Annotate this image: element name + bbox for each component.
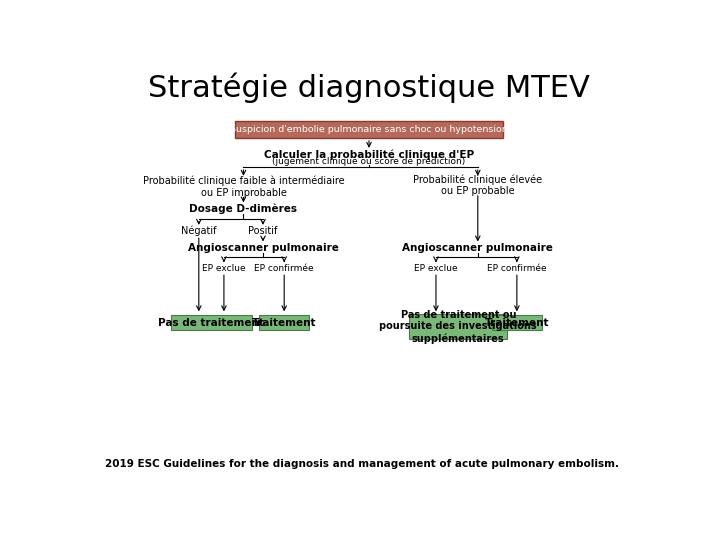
FancyBboxPatch shape xyxy=(410,314,507,339)
FancyBboxPatch shape xyxy=(171,315,252,330)
Text: Stratégie diagnostique MTEV: Stratégie diagnostique MTEV xyxy=(148,72,590,103)
Text: EP confirmée: EP confirmée xyxy=(487,264,546,273)
Text: Traitement: Traitement xyxy=(252,318,316,328)
Text: Angioscanner pulmonaire: Angioscanner pulmonaire xyxy=(402,243,553,253)
Text: EP exclue: EP exclue xyxy=(414,264,458,273)
Text: Positif: Positif xyxy=(248,226,278,236)
FancyBboxPatch shape xyxy=(235,120,503,138)
Text: Probabilité clinique faible à intermédiaire
ou EP improbable: Probabilité clinique faible à intermédia… xyxy=(143,176,344,198)
FancyBboxPatch shape xyxy=(259,315,310,330)
Text: Suspicion d'embolie pulmonaire sans choc ou hypotension: Suspicion d'embolie pulmonaire sans choc… xyxy=(230,125,508,134)
Text: EP confirmée: EP confirmée xyxy=(254,264,314,273)
Text: Pas de traitement ou
poursuite des investigations
supplémentaires: Pas de traitement ou poursuite des inves… xyxy=(379,310,537,343)
Text: (jugement clinique ou score de prédiction): (jugement clinique ou score de prédictio… xyxy=(272,157,466,166)
Text: Probabilité clinique élevée
ou EP probable: Probabilité clinique élevée ou EP probab… xyxy=(413,174,542,197)
FancyBboxPatch shape xyxy=(492,315,542,330)
Text: Négatif: Négatif xyxy=(181,226,217,237)
Text: EP exclue: EP exclue xyxy=(202,264,246,273)
Text: 2019 ESC Guidelines for the diagnosis and management of acute pulmonary embolism: 2019 ESC Guidelines for the diagnosis an… xyxy=(105,459,619,469)
Text: Dosage D-dimères: Dosage D-dimères xyxy=(189,203,297,213)
Text: Calculer la probabilité clinique d'EP: Calculer la probabilité clinique d'EP xyxy=(264,150,474,160)
Text: Angioscanner pulmonaire: Angioscanner pulmonaire xyxy=(187,243,338,253)
Text: Traitement: Traitement xyxy=(485,318,549,328)
Text: Pas de traitement: Pas de traitement xyxy=(158,318,264,328)
